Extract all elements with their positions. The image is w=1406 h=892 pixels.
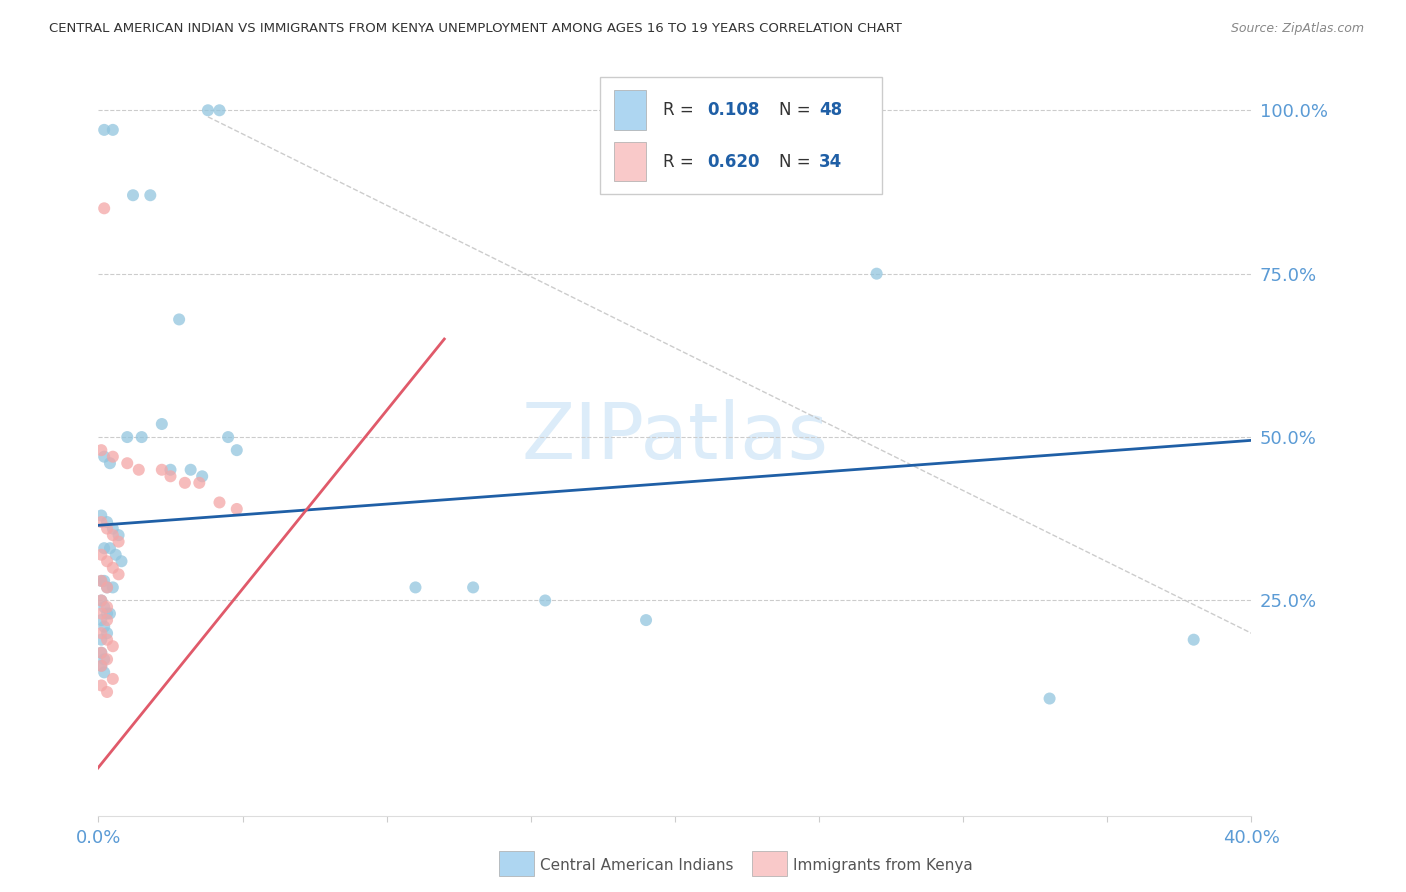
Text: CENTRAL AMERICAN INDIAN VS IMMIGRANTS FROM KENYA UNEMPLOYMENT AMONG AGES 16 TO 1: CENTRAL AMERICAN INDIAN VS IMMIGRANTS FR… [49, 22, 903, 36]
Point [101, 639, 124, 653]
Point [90, 508, 112, 523]
Point [96, 581, 118, 595]
Point [90, 607, 112, 621]
Text: Source: ZipAtlas.com: Source: ZipAtlas.com [1230, 22, 1364, 36]
Point [180, 463, 202, 477]
Point [90, 613, 112, 627]
Point [98, 456, 121, 470]
Point [93, 619, 115, 633]
Point [117, 430, 139, 444]
Point [197, 103, 219, 118]
Point [159, 463, 181, 477]
Point [90, 515, 112, 529]
Point [104, 548, 127, 562]
Point [117, 456, 139, 470]
Point [131, 430, 153, 444]
Point [110, 554, 132, 568]
Point [191, 469, 214, 483]
Text: N =: N = [779, 101, 815, 119]
Point [150, 417, 173, 431]
Point [139, 188, 162, 202]
Point [90, 632, 112, 647]
Point [101, 450, 124, 464]
Text: 34: 34 [820, 153, 842, 170]
Point [167, 312, 190, 326]
Point [461, 581, 484, 595]
FancyBboxPatch shape [600, 77, 883, 194]
Point [96, 522, 118, 536]
Point [96, 652, 118, 666]
Point [98, 607, 121, 621]
Point [101, 123, 124, 137]
Point [96, 581, 118, 595]
Point [188, 475, 211, 490]
Point [90, 593, 112, 607]
Point [1182, 632, 1205, 647]
Point [101, 528, 124, 542]
Text: 0.108: 0.108 [707, 101, 759, 119]
Text: 0.620: 0.620 [707, 153, 759, 170]
Text: ZIPatlas: ZIPatlas [522, 399, 828, 475]
Text: N =: N = [779, 153, 815, 170]
Point [96, 607, 118, 621]
Point [159, 469, 181, 483]
Point [101, 672, 124, 686]
Point [90, 646, 112, 660]
Point [534, 593, 557, 607]
Point [101, 522, 124, 536]
Point [128, 463, 150, 477]
Point [96, 515, 118, 529]
Text: Central American Indians: Central American Indians [540, 858, 734, 872]
Point [208, 495, 231, 509]
Point [208, 103, 231, 118]
Point [93, 541, 115, 556]
Point [90, 626, 112, 640]
Point [107, 567, 129, 582]
Text: R =: R = [664, 101, 699, 119]
Point [96, 600, 118, 615]
Point [93, 202, 115, 216]
FancyBboxPatch shape [614, 90, 647, 129]
Point [866, 267, 889, 281]
Point [93, 665, 115, 680]
Point [225, 443, 247, 458]
Point [90, 646, 112, 660]
Point [93, 123, 115, 137]
Point [90, 574, 112, 588]
Point [90, 574, 112, 588]
Point [405, 581, 427, 595]
Point [107, 528, 129, 542]
Point [90, 548, 112, 562]
Point [98, 541, 121, 556]
Point [1039, 691, 1062, 706]
Point [90, 443, 112, 458]
FancyBboxPatch shape [614, 142, 647, 181]
Point [122, 188, 145, 202]
Point [96, 685, 118, 699]
Point [93, 600, 115, 615]
Point [93, 652, 115, 666]
Point [90, 658, 112, 673]
Point [107, 534, 129, 549]
Point [96, 626, 118, 640]
Point [96, 613, 118, 627]
Point [90, 593, 112, 607]
Text: R =: R = [664, 153, 699, 170]
Point [96, 554, 118, 568]
Point [96, 632, 118, 647]
Point [225, 502, 247, 516]
Point [174, 475, 197, 490]
Point [150, 463, 173, 477]
Point [217, 430, 239, 444]
Point [101, 561, 124, 575]
Point [90, 678, 112, 692]
Point [93, 574, 115, 588]
Text: 48: 48 [820, 101, 842, 119]
Point [90, 658, 112, 673]
Point [101, 581, 124, 595]
Text: Immigrants from Kenya: Immigrants from Kenya [793, 858, 973, 872]
Point [93, 450, 115, 464]
Point [636, 613, 658, 627]
